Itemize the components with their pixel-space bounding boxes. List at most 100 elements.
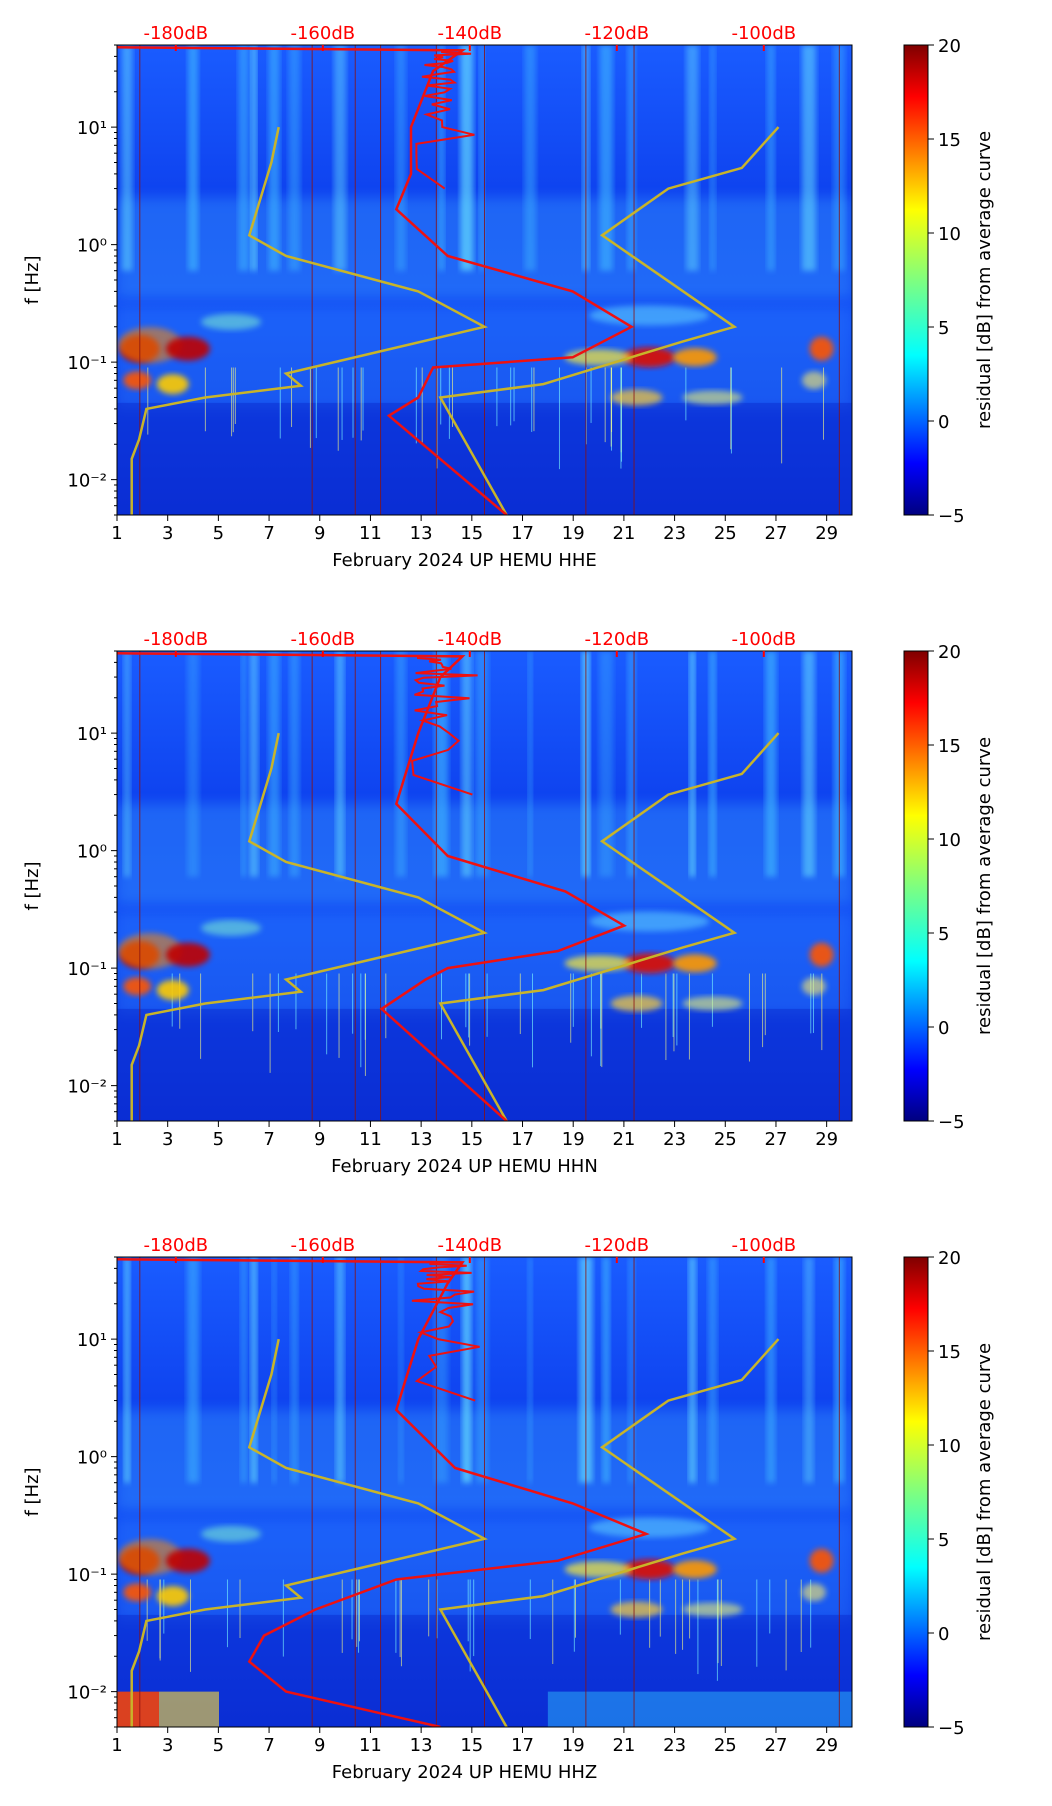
high-noise-model-curve: [438, 126, 780, 515]
x-tick-label: 11: [359, 1129, 382, 1150]
x-tick-label: 9: [314, 523, 325, 544]
y-tick-label: 10¹: [77, 118, 107, 139]
x-tick-label: 19: [562, 523, 585, 544]
high-noise-model-curve: [438, 1338, 780, 1727]
colorbar-tick-label: −5: [938, 506, 965, 527]
energy-blob: [682, 996, 743, 1011]
noise-streak: [802, 651, 815, 877]
colorbar-2: 20 15 10 5 0 −5 residual [dB] from average cur…: [903, 642, 995, 1133]
energy-blob: [809, 942, 834, 967]
y-axis-label: f [Hz]: [22, 861, 43, 910]
noise-streak: [187, 45, 199, 271]
colorbar-1: 20 15 10 5 0 −5 residual [dB] from average cur…: [903, 36, 995, 527]
noise-streak: [290, 1257, 298, 1483]
noise-streak: [686, 45, 699, 271]
x-tick-label: 17: [511, 1129, 534, 1150]
colorbar-tick-label: 5: [938, 924, 949, 945]
x-tick-label: 13: [410, 1129, 433, 1150]
x-tick-label: 27: [765, 1735, 788, 1756]
energy-blob: [123, 371, 152, 390]
top-db-label: -120dB: [584, 1235, 649, 1256]
x-axis-label: February 2024 UP HEMU HHN: [331, 1156, 598, 1177]
noise-streak: [186, 1257, 200, 1483]
noise-streak: [288, 45, 301, 271]
y-tick-label: 10⁻²: [67, 1683, 107, 1704]
y-tick-label: 10⁰: [77, 1448, 107, 1469]
energy-blob: [201, 313, 262, 330]
energy-blob: [123, 977, 152, 996]
colorbar-tick-label: 20: [938, 642, 961, 663]
energy-blob: [156, 980, 189, 1001]
noise-streak: [627, 45, 636, 271]
energy-blob: [610, 995, 663, 1012]
energy-blob: [156, 1586, 189, 1607]
colorbar-tick-label: 5: [938, 1530, 949, 1551]
colorbar-tick-label: 0: [938, 1624, 949, 1645]
noise-streak: [765, 651, 777, 877]
top-db-label: -100dB: [731, 629, 796, 650]
energy-blob: [623, 1559, 676, 1580]
noise-streak: [268, 45, 280, 271]
energy-blob: [623, 953, 676, 974]
colorbar-gradient: [903, 650, 929, 1122]
x-tick-label: 11: [359, 1735, 382, 1756]
noise-streak: [804, 1257, 814, 1483]
y-tick-label: 10⁻²: [67, 1077, 107, 1098]
x-tick-label: 15: [460, 1735, 483, 1756]
x-tick-label: 13: [410, 1735, 433, 1756]
x-tick-label: 25: [714, 1129, 737, 1150]
top-db-label: -100dB: [731, 1235, 796, 1256]
top-db-label: -160dB: [290, 629, 355, 650]
x-tick-label: 15: [460, 1129, 483, 1150]
median-psd-jagged: [411, 1263, 480, 1402]
top-db-label: -120dB: [584, 23, 649, 44]
x-tick-label: 11: [359, 523, 382, 544]
noise-streak: [475, 651, 489, 877]
energy-blob: [589, 305, 710, 326]
energy-blob: [117, 1538, 182, 1575]
noise-streak: [124, 1257, 131, 1483]
low-frequency-burst: [547, 1691, 852, 1727]
x-tick-label: 19: [562, 1129, 585, 1150]
y-tick-label: 10⁻¹: [67, 1565, 107, 1586]
colorbar-tick-label: 10: [938, 1436, 961, 1457]
top-db-label: -140dB: [437, 1235, 502, 1256]
energy-blob: [682, 390, 743, 405]
energy-blob: [672, 1560, 717, 1579]
low-frequency-burst: [117, 1691, 159, 1727]
energy-blob: [564, 955, 633, 972]
x-tick-label: 1: [111, 1129, 122, 1150]
y-tick-label: 10⁰: [77, 842, 107, 863]
colorbar-label: residual [dB] from average curve: [974, 737, 995, 1035]
noise-streak: [461, 651, 472, 877]
x-tick-label: 5: [213, 1735, 224, 1756]
noise-streak: [527, 651, 533, 877]
x-tick-label: 9: [314, 1129, 325, 1150]
colorbar-tick-label: −5: [938, 1112, 965, 1133]
x-tick-label: 27: [765, 1129, 788, 1150]
x-tick-label: 9: [314, 1735, 325, 1756]
noise-streak: [434, 651, 449, 877]
noise-streak: [438, 45, 445, 271]
colorbar-tick-label: 10: [938, 830, 961, 851]
top-db-label: -140dB: [437, 23, 502, 44]
noise-streak: [395, 45, 406, 271]
noise-streak: [460, 45, 474, 271]
top-db-label: -160dB: [290, 23, 355, 44]
median-psd-curve: [117, 45, 635, 515]
heatmap-area: [117, 45, 852, 515]
y-tick-label: 10¹: [77, 724, 107, 745]
x-tick-label: 3: [162, 1129, 173, 1150]
x-tick-label: 25: [714, 1735, 737, 1756]
colorbar-3: 20 15 10 5 0 −5 residual [dB] from average cur…: [903, 1248, 995, 1739]
x-tick-label: 23: [663, 1735, 686, 1756]
colorbar-gradient: [903, 1256, 929, 1728]
top-db-label: -180dB: [143, 1235, 208, 1256]
energy-blob: [117, 932, 182, 969]
noise-streak: [268, 651, 280, 877]
top-db-label: -140dB: [437, 629, 502, 650]
x-axis-label: February 2024 UP HEMU HHZ: [332, 1762, 598, 1783]
noise-streak: [289, 651, 300, 877]
colorbar-tick-label: 10: [938, 224, 961, 245]
